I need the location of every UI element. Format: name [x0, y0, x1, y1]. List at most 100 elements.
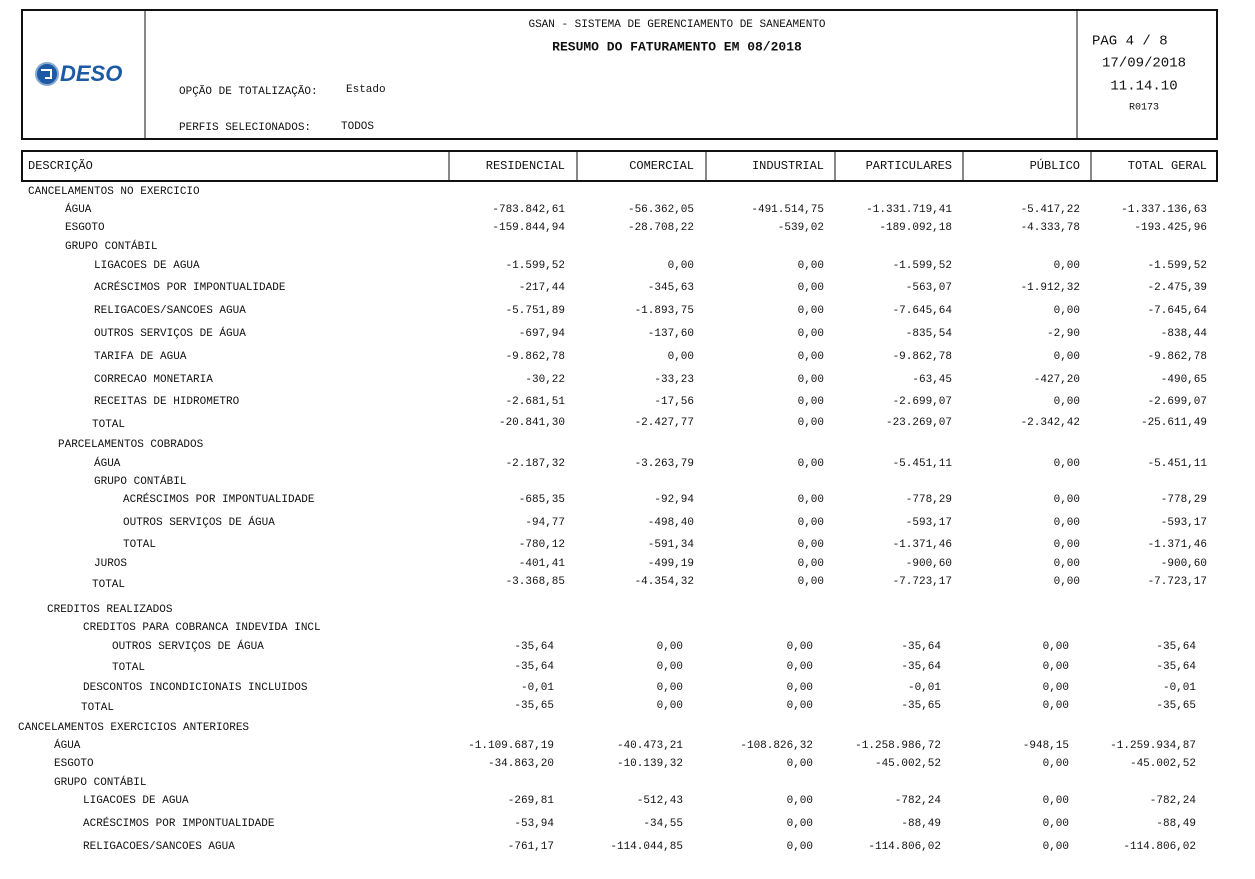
cell-value: -25.611,49 — [1141, 417, 1207, 429]
cell-value: -28.708,22 — [628, 222, 694, 234]
cell-value: -0,01 — [908, 682, 941, 694]
cell-value: -159.844,94 — [492, 222, 565, 234]
cell-value: 0,00 — [787, 700, 813, 712]
cell-value: -697,94 — [519, 328, 566, 340]
cell-value: -1.371,46 — [893, 539, 952, 551]
cell-value: -53,94 — [514, 818, 554, 830]
cell-value: 0,00 — [668, 351, 694, 363]
row-label: TOTAL — [92, 579, 125, 591]
cell-value: 0,00 — [1054, 517, 1080, 529]
column-headers: DESCRIÇÃO RESIDENCIAL COMERCIAL INDUSTRIAL P… — [28, 151, 1207, 181]
cell-value: 0,00 — [787, 641, 813, 653]
row-label: OUTROS SERVIÇOS DE ÁGUA — [112, 639, 264, 653]
cell-value: -269,81 — [508, 795, 555, 807]
cell-value: -512,43 — [637, 795, 683, 807]
logo-text: DESO — [60, 61, 122, 86]
system-name: GSAN - SISTEMA DE GERENCIAMENTO DE SANEA… — [528, 19, 825, 31]
option-label: OPÇÃO DE TOTALIZAÇÃO: — [179, 85, 318, 98]
cell-value: -94,77 — [525, 517, 565, 529]
cell-value: -838,44 — [1161, 328, 1208, 340]
cell-value: -778,29 — [906, 494, 952, 506]
cell-value: -761,17 — [508, 841, 554, 853]
cell-value: 0,00 — [668, 260, 694, 272]
row-label: GRUPO CONTÁBIL — [94, 474, 186, 488]
cell-value: -0,01 — [1163, 682, 1196, 694]
cell-value: -1.109.687,19 — [468, 740, 554, 752]
cell-value: 0,00 — [657, 641, 683, 653]
cell-value: -1.337.136,63 — [1121, 204, 1207, 216]
cell-value: -539,02 — [778, 222, 824, 234]
cell-value: -1.599,52 — [893, 260, 952, 272]
cell-value: 0,00 — [1054, 539, 1080, 551]
print-time: 11.14.10 — [1110, 79, 1177, 95]
table-body: CANCELAMENTOS NO EXERCICIO ÁGUA -783.842,6… — [18, 186, 1207, 853]
cell-value: -92,94 — [654, 494, 694, 506]
cell-value: -490,65 — [1161, 374, 1207, 386]
cell-value: 0,00 — [1054, 576, 1080, 588]
cell-value: -63,45 — [912, 374, 952, 386]
cell-value: -9.862,78 — [1148, 351, 1207, 363]
cell-value: -7.723,17 — [893, 576, 952, 588]
cell-value: -5.751,89 — [506, 305, 565, 317]
cell-value: 0,00 — [798, 282, 824, 294]
cell-value: 0,00 — [1043, 661, 1069, 673]
cell-value: -948,15 — [1023, 740, 1069, 752]
row-label: ÁGUA — [94, 456, 121, 470]
report-title: RESUMO DO FATURAMENTO EM 08/2018 — [552, 39, 802, 54]
cell-value: -9.862,78 — [893, 351, 952, 363]
cell-value: 0,00 — [1043, 758, 1069, 770]
row-label: ÁGUA — [65, 202, 92, 216]
profiles-value: TODOS — [341, 121, 374, 133]
option-value: Estado — [346, 84, 386, 96]
cell-value: -45.002,52 — [1130, 758, 1196, 770]
row-label: CANCELAMENTOS NO EXERCICIO — [28, 186, 200, 198]
cell-value: -900,60 — [906, 558, 952, 570]
cell-value: -345,63 — [648, 282, 694, 294]
row-label: CORRECAO MONETARIA — [94, 374, 213, 386]
cell-value: -17,56 — [654, 396, 694, 408]
cell-value: 0,00 — [787, 682, 813, 694]
cell-value: -114.806,02 — [1123, 841, 1196, 853]
cell-value: 0,00 — [798, 539, 824, 551]
cell-value: -782,24 — [1150, 795, 1197, 807]
cell-value: -427,20 — [1034, 374, 1080, 386]
cell-value: -1.893,75 — [635, 305, 694, 317]
cell-value: 0,00 — [1043, 818, 1069, 830]
cell-value: 0,00 — [798, 305, 824, 317]
row-label: TOTAL — [92, 419, 125, 431]
cell-value: 0,00 — [798, 374, 824, 386]
row-label: RELIGACOES/SANCOES AGUA — [94, 305, 246, 317]
row-label: ÁGUA — [54, 738, 81, 752]
cell-value: -2.187,32 — [506, 458, 565, 470]
cell-value: -5.451,11 — [1148, 458, 1208, 470]
cell-value: -35,65 — [514, 700, 554, 712]
cell-value: 0,00 — [787, 818, 813, 830]
cell-value: 0,00 — [1054, 558, 1080, 570]
cell-value: -2.427,77 — [635, 417, 694, 429]
cell-value: -1.371,46 — [1148, 539, 1207, 551]
cell-value: -2,90 — [1047, 328, 1080, 340]
cell-value: 0,00 — [1043, 795, 1069, 807]
cell-value: -23.269,07 — [886, 417, 952, 429]
cell-value: -114.806,02 — [868, 841, 941, 853]
row-label: GRUPO CONTÁBIL — [65, 239, 157, 253]
cell-value: -193.425,96 — [1134, 222, 1207, 234]
cell-value: -499,19 — [648, 558, 694, 570]
row-label: PARCELAMENTOS COBRADOS — [58, 439, 204, 451]
cell-value: 0,00 — [798, 417, 824, 429]
cell-value: -1.258.986,72 — [855, 740, 941, 752]
cell-value: -189.092,18 — [879, 222, 952, 234]
cell-value: -563,07 — [906, 282, 952, 294]
cell-value: 0,00 — [1043, 641, 1069, 653]
cell-value: 0,00 — [1054, 260, 1080, 272]
cell-value: -783.842,61 — [492, 204, 565, 216]
cell-value: -35,64 — [901, 661, 941, 673]
cell-value: -593,17 — [906, 517, 952, 529]
cell-value: -2.699,07 — [893, 396, 952, 408]
row-label: ACRÉSCIMOS POR IMPONTUALIDADE — [94, 280, 286, 294]
cell-value: 0,00 — [1043, 682, 1069, 694]
cell-value: 0,00 — [798, 558, 824, 570]
cell-value: -33,23 — [654, 374, 694, 386]
cell-value: 0,00 — [787, 841, 813, 853]
row-label: CREDITOS REALIZADOS — [47, 604, 173, 616]
